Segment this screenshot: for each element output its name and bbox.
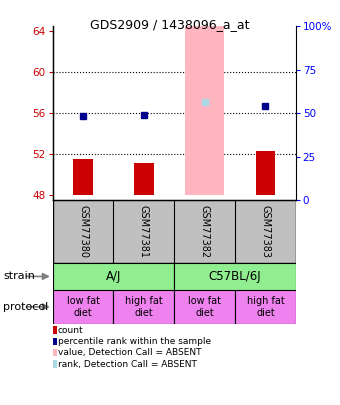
- Text: low fat
diet: low fat diet: [67, 296, 100, 318]
- Bar: [53, 263, 174, 290]
- Text: high fat
diet: high fat diet: [246, 296, 284, 318]
- Text: count: count: [58, 326, 84, 335]
- Bar: [235, 200, 296, 263]
- Text: strain: strain: [3, 271, 35, 281]
- Text: protocol: protocol: [3, 302, 49, 312]
- Text: GSM77383: GSM77383: [260, 205, 270, 258]
- Text: GSM77381: GSM77381: [139, 205, 149, 258]
- Bar: [114, 290, 174, 324]
- Bar: [73, 160, 93, 195]
- Text: low fat
diet: low fat diet: [188, 296, 221, 318]
- Text: GDS2909 / 1438096_a_at: GDS2909 / 1438096_a_at: [90, 18, 250, 31]
- Bar: [256, 151, 275, 195]
- Text: A/J: A/J: [106, 270, 121, 283]
- Bar: [174, 200, 235, 263]
- Text: value, Detection Call = ABSENT: value, Detection Call = ABSENT: [58, 348, 201, 357]
- Text: high fat
diet: high fat diet: [125, 296, 163, 318]
- Text: rank, Detection Call = ABSENT: rank, Detection Call = ABSENT: [58, 360, 197, 369]
- Text: C57BL/6J: C57BL/6J: [209, 270, 261, 283]
- Bar: [174, 290, 235, 324]
- Bar: [174, 263, 296, 290]
- Bar: [53, 290, 114, 324]
- Bar: [134, 162, 154, 195]
- Text: GSM77382: GSM77382: [200, 205, 210, 258]
- Bar: [235, 290, 296, 324]
- Bar: [114, 200, 174, 263]
- Bar: [53, 200, 114, 263]
- Text: GSM77380: GSM77380: [78, 205, 88, 258]
- Text: percentile rank within the sample: percentile rank within the sample: [58, 337, 211, 346]
- Bar: [185, 26, 224, 195]
